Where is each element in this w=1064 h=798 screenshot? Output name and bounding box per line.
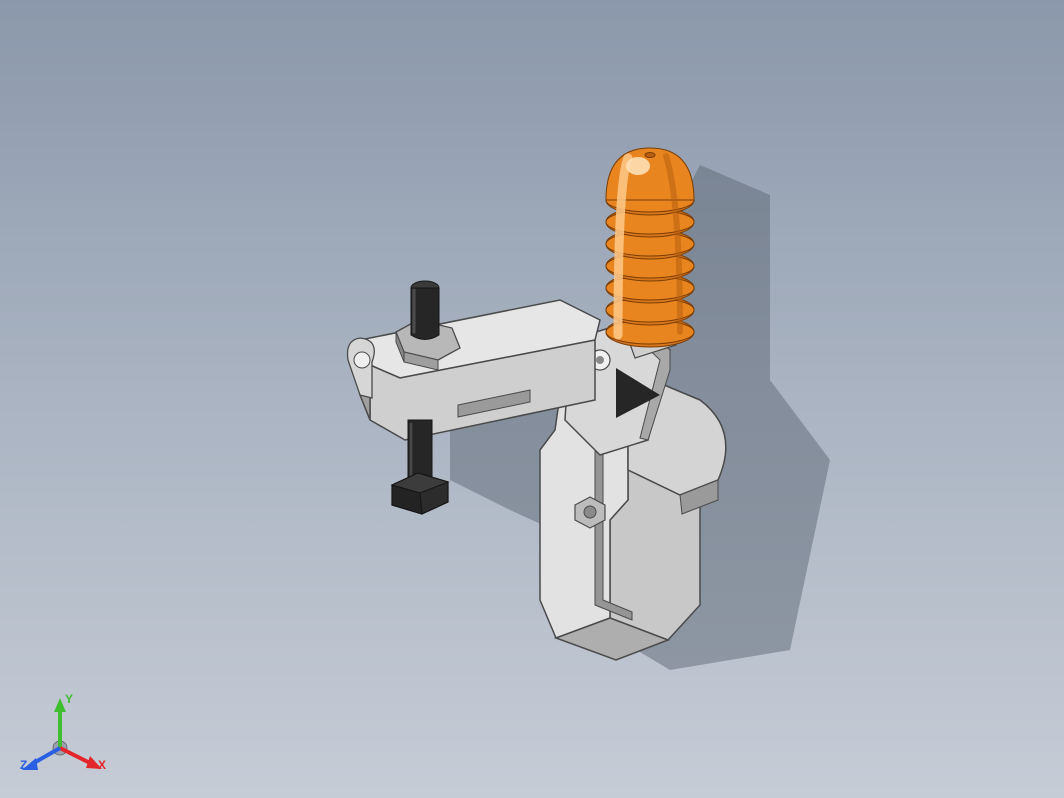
axis-z bbox=[22, 748, 60, 770]
model-canvas bbox=[0, 0, 1064, 798]
axis-label-x: X bbox=[98, 758, 106, 772]
cad-viewport[interactable]: Y X Z bbox=[0, 0, 1064, 798]
axis-label-y: Y bbox=[65, 692, 73, 706]
orientation-triad[interactable]: Y X Z bbox=[20, 692, 110, 778]
axis-label-z: Z bbox=[20, 758, 27, 772]
axis-x bbox=[60, 748, 102, 769]
clamp-handle bbox=[606, 148, 694, 358]
